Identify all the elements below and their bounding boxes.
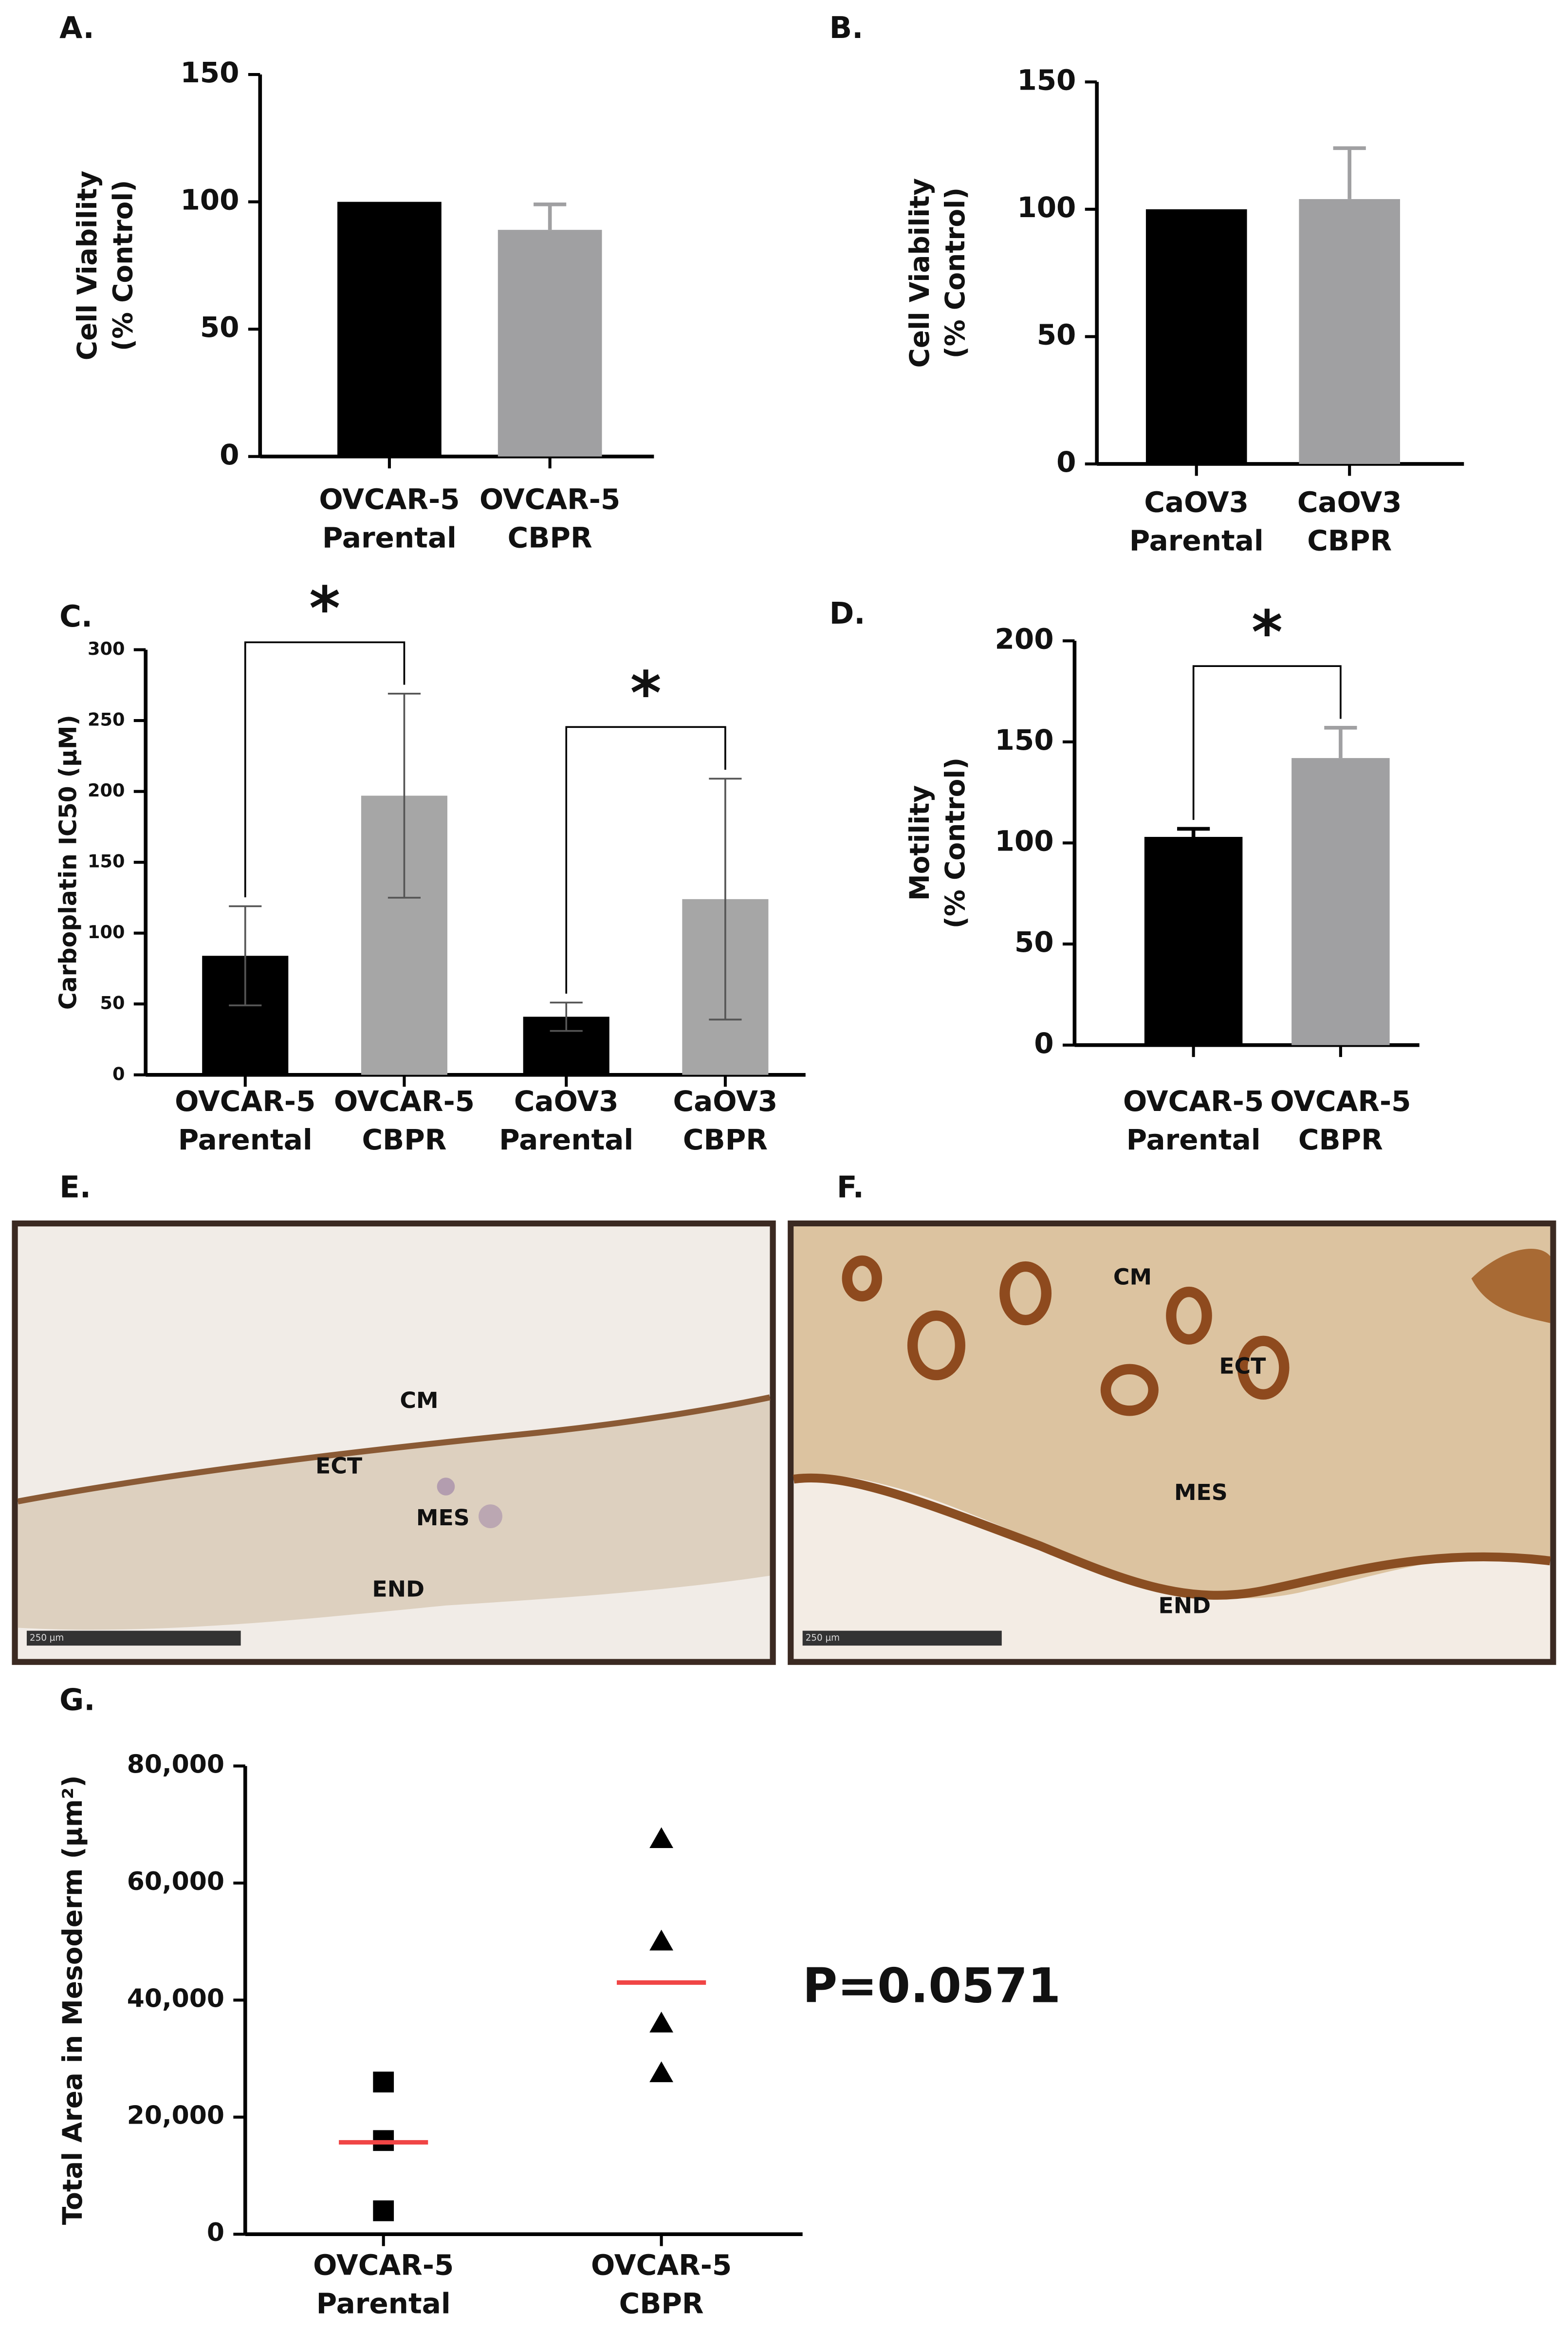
y-tick-label: 50 (200, 311, 240, 344)
y-tick-label: 150 (995, 723, 1054, 757)
significance-mark: * (309, 574, 340, 643)
y-tick-label: 100 (180, 184, 239, 217)
x-tick-label: CaOV3 CBPR (673, 1085, 778, 1156)
y-axis-label: Cell Viability (% Control) (72, 171, 138, 361)
y-tick-label: 100 (1017, 191, 1076, 224)
y-tick-label: 200 (88, 780, 125, 801)
y-axis-label: Total Area in Mesoderm (µm²) (57, 1775, 88, 2225)
x-tick-label: OVCAR-5 Parental (319, 482, 460, 554)
tissue-label: END (1159, 1592, 1211, 1618)
error-bar (387, 692, 421, 899)
y-tick-label: 0 (220, 438, 239, 471)
point (649, 2061, 674, 2082)
x-tick-label: OVCAR-5 Parental (1123, 1085, 1264, 1156)
y-tick-label: 50 (1015, 925, 1054, 959)
point (373, 2072, 394, 2092)
y-tick-label: 60,000 (127, 1867, 224, 1896)
y-tick-label: 100 (88, 922, 125, 943)
error-bar (534, 203, 567, 230)
significance-bracket (244, 641, 406, 898)
panel-label: F. (837, 1170, 864, 1204)
significance-bracket (565, 726, 726, 994)
x-tick-label: OVCAR-5 CBPR (591, 2248, 732, 2320)
bar (1144, 837, 1243, 1045)
y-tick-label: 80,000 (127, 1750, 224, 1779)
tissue-label: CM (400, 1387, 438, 1413)
tissue-label: ECT (1219, 1353, 1266, 1379)
point (373, 2200, 394, 2221)
x-tick-label: OVCAR-5 CBPR (334, 1085, 475, 1156)
bar (498, 230, 602, 457)
bar (1145, 209, 1247, 464)
x-tick-label: CaOV3 Parental (1129, 485, 1264, 557)
bar (1291, 758, 1390, 1045)
y-tick-label: 250 (88, 709, 125, 730)
y-tick-label: 100 (995, 825, 1054, 858)
x-tick-label: OVCAR-5 Parental (175, 1085, 315, 1156)
error-bar (1324, 725, 1357, 758)
tissue-label: MES (416, 1504, 470, 1531)
y-tick-label: 150 (88, 851, 125, 872)
point (649, 1929, 674, 1951)
panel-label: B. (830, 11, 864, 45)
micrograph-f (788, 1220, 1556, 1665)
panel-label: A. (59, 11, 94, 45)
significance-mark: * (1252, 598, 1283, 667)
x-tick-label: CaOV3 Parental (499, 1085, 633, 1156)
x-tick-label: OVCAR-5 CBPR (480, 482, 620, 554)
significance-bracket (1192, 665, 1342, 820)
y-tick-label: 40,000 (127, 1984, 224, 2013)
panel-label: G. (59, 1683, 95, 1718)
y-tick-label: 0 (1056, 445, 1076, 479)
y-tick-label: 150 (1017, 63, 1076, 96)
y-tick-label: 0 (207, 2218, 224, 2247)
y-axis-label: Carboplatin IC50 (µM) (54, 715, 82, 1010)
error-bar (1177, 827, 1210, 837)
error-bar (709, 777, 742, 1021)
error-bar (229, 905, 262, 1006)
bar (337, 202, 442, 457)
y-tick-label: 50 (1037, 318, 1076, 352)
tissue-label: CM (1113, 1264, 1152, 1290)
point (649, 2011, 674, 2033)
x-tick-label: OVCAR-5 Parental (313, 2248, 454, 2320)
y-tick-label: 150 (180, 56, 239, 89)
tissue-label: MES (1174, 1479, 1228, 1505)
bar (1299, 199, 1401, 464)
y-tick-label: 0 (1034, 1027, 1053, 1060)
error-bar (550, 1001, 583, 1032)
panel-label: E. (59, 1170, 91, 1204)
y-tick-label: 0 (112, 1063, 125, 1084)
y-axis-label: Cell Viability (% Control) (904, 178, 971, 368)
y-tick-label: 50 (100, 993, 125, 1014)
tissue-label: ECT (315, 1452, 362, 1479)
tissue-label: END (372, 1576, 424, 1602)
x-tick-label: OVCAR-5 CBPR (1270, 1085, 1411, 1156)
x-tick-label: CaOV3 CBPR (1297, 485, 1402, 557)
y-tick-label: 300 (88, 638, 125, 659)
scale-bar-label: 250 µm (30, 1633, 64, 1643)
panel-label: C. (59, 599, 92, 634)
error-bar (1333, 146, 1366, 199)
p-value: P=0.0571 (803, 1958, 1061, 2014)
point (649, 1827, 674, 1849)
panel-label: D. (830, 596, 866, 631)
micrograph-e (12, 1220, 776, 1665)
significance-mark: * (630, 659, 662, 728)
y-axis-label: Motility (% Control) (904, 758, 971, 929)
y-tick-label: 200 (995, 622, 1054, 655)
y-tick-label: 20,000 (127, 2101, 224, 2130)
scale-bar-label: 250 µm (806, 1633, 840, 1643)
